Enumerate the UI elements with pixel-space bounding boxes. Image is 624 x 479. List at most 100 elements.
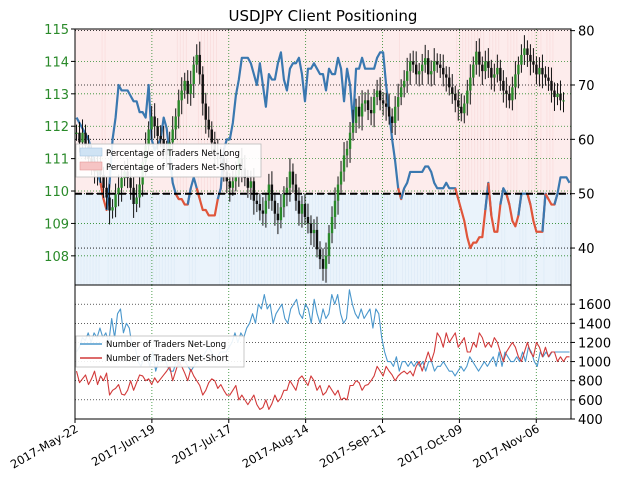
candle-body <box>81 132 84 143</box>
candle-body <box>427 58 430 75</box>
candle-body <box>559 93 562 101</box>
candle-body <box>532 61 535 65</box>
candle-body <box>234 174 238 182</box>
x-tick-label: 2017-Jun-19 <box>89 421 157 469</box>
candle-body <box>294 184 298 201</box>
candle-body <box>439 64 442 68</box>
legend-label-net-short: Percentage of Traders Net-Short <box>106 163 243 173</box>
net-long-segment <box>105 83 180 211</box>
candle-body <box>288 171 292 188</box>
candle-body <box>535 64 538 75</box>
percentage-line-group <box>75 51 571 250</box>
candle-body <box>174 116 177 130</box>
right-tick-label: 70 <box>578 79 595 94</box>
candle-body <box>399 87 403 98</box>
candle-body <box>189 84 192 94</box>
candle-body <box>210 129 213 143</box>
candle-body <box>171 129 174 143</box>
candle-body <box>363 100 367 104</box>
candle-body <box>463 103 466 114</box>
candle-body <box>120 178 123 188</box>
candle-body <box>246 178 250 188</box>
candle-body <box>378 90 382 101</box>
candle-body <box>327 233 331 256</box>
candle-body <box>454 93 457 101</box>
left-tick-label: 115 <box>44 23 69 38</box>
bottom-right-axis-ticks: 400 600 800 1000 1200 1400 1600 <box>571 298 611 428</box>
candle-body <box>282 194 286 208</box>
candle-body <box>183 80 186 91</box>
candle-body <box>445 74 448 78</box>
candle-body <box>538 67 541 75</box>
candle-body <box>493 74 496 78</box>
candle-body <box>408 61 412 72</box>
candle-body <box>487 61 490 68</box>
candle-body <box>186 80 189 94</box>
chart-title: USDJPY Client Positioning <box>229 7 418 25</box>
bottom-legend-box <box>75 335 245 368</box>
bottom-panel-frame <box>74 284 572 420</box>
candle-body <box>375 90 379 98</box>
x-axis-labels: 2017-May-22 2017-Jun-19 2017-Jul-17 2017-Au… <box>8 419 542 471</box>
candle-body <box>499 67 502 81</box>
candle-body <box>285 187 289 195</box>
candle-body <box>466 90 469 104</box>
candle-body <box>111 207 114 211</box>
x-tick-label: 2017-Aug-14 <box>240 421 311 470</box>
candle-body <box>147 129 150 146</box>
candle-body <box>300 203 304 214</box>
candle-body <box>156 126 159 136</box>
candle-body <box>424 58 427 65</box>
candle-body <box>529 54 532 62</box>
candle-body <box>129 178 132 188</box>
candle-body <box>321 259 325 269</box>
candle-body <box>547 77 550 81</box>
candle-body <box>276 213 280 221</box>
candle-body <box>255 200 259 204</box>
candle-body <box>505 90 508 94</box>
candle-body <box>517 64 520 75</box>
candle-body <box>381 100 385 104</box>
left-tick-label: 108 <box>44 250 69 265</box>
candle-body <box>345 148 349 156</box>
candle-body <box>360 103 364 117</box>
candle-body <box>180 90 183 101</box>
candle-body <box>339 171 343 185</box>
candle-body <box>451 87 454 94</box>
left-tick-label: 111 <box>44 153 69 168</box>
candle-body <box>417 71 421 75</box>
candle-body <box>496 67 499 75</box>
candle-body <box>177 100 180 117</box>
candle-body <box>309 223 313 234</box>
candle-body <box>198 54 201 75</box>
candle-body <box>411 61 415 65</box>
candle-body <box>330 216 334 234</box>
candle-body <box>117 187 120 195</box>
candle-body <box>421 64 424 72</box>
net-short-segment <box>195 187 222 217</box>
bottom-right-tick-label: 1000 <box>578 356 611 371</box>
candle-body <box>523 48 526 55</box>
x-tick-label: 2017-Jul-17 <box>169 421 234 466</box>
candle-body <box>544 74 547 78</box>
bottom-right-tick-label: 800 <box>578 375 603 390</box>
candle-body <box>153 116 156 127</box>
candle-body <box>105 187 108 198</box>
candle-body <box>348 132 352 149</box>
candle-body <box>312 229 316 234</box>
candle-body <box>315 229 319 250</box>
legend-box <box>75 143 262 178</box>
bottom-right-tick-label: 600 <box>578 394 603 409</box>
candle-body <box>303 203 307 217</box>
candle-body <box>336 184 340 201</box>
candle-body <box>372 97 376 114</box>
candle-body <box>541 67 544 75</box>
candle-body <box>75 132 78 134</box>
candle-body <box>442 67 445 75</box>
candle-body <box>490 67 493 78</box>
candle-body <box>526 48 529 55</box>
candle-body <box>354 106 358 123</box>
candle-body <box>231 181 235 188</box>
x-tick-label: 2017-Sep-11 <box>317 421 388 470</box>
